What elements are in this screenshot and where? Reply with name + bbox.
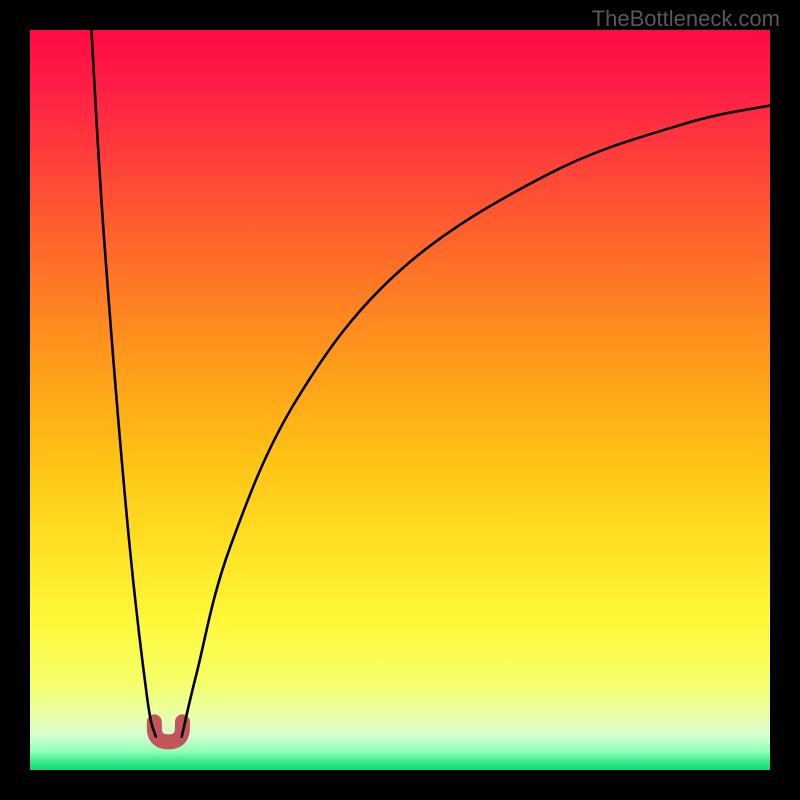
bottleneck-chart-svg — [0, 0, 800, 800]
chart-container: TheBottleneck.com — [0, 0, 800, 800]
watermark-text: TheBottleneck.com — [592, 6, 780, 32]
